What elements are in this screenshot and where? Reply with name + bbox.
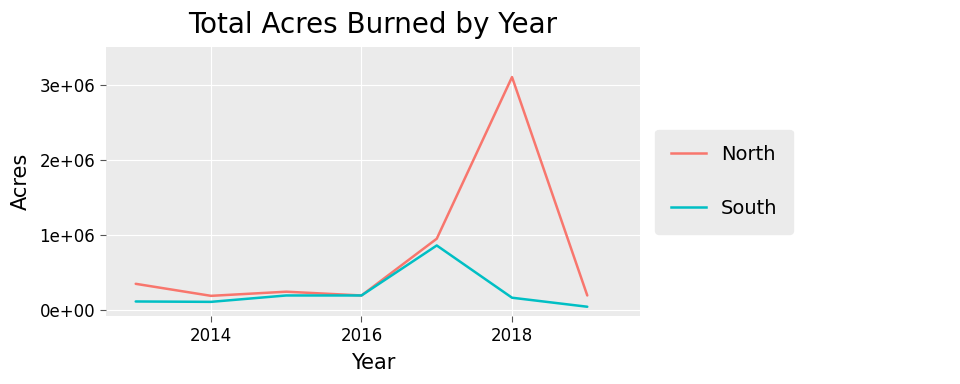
- South: [582, 305, 593, 309]
- North: [506, 75, 517, 79]
- North: [280, 290, 292, 294]
- X-axis label: Year: Year: [350, 353, 395, 373]
- North: [130, 281, 141, 286]
- Line: South: South: [135, 245, 588, 307]
- South: [506, 295, 517, 300]
- North: [356, 293, 368, 298]
- South: [356, 293, 368, 298]
- Line: North: North: [135, 77, 588, 296]
- South: [280, 293, 292, 298]
- Title: Total Acres Burned by Year: Total Acres Burned by Year: [188, 11, 558, 39]
- North: [582, 293, 593, 298]
- North: [205, 293, 217, 298]
- South: [431, 243, 443, 248]
- Y-axis label: Acres: Acres: [12, 153, 31, 210]
- Legend: North, South: North, South: [655, 129, 793, 233]
- North: [431, 237, 443, 241]
- South: [205, 300, 217, 304]
- South: [130, 299, 141, 304]
